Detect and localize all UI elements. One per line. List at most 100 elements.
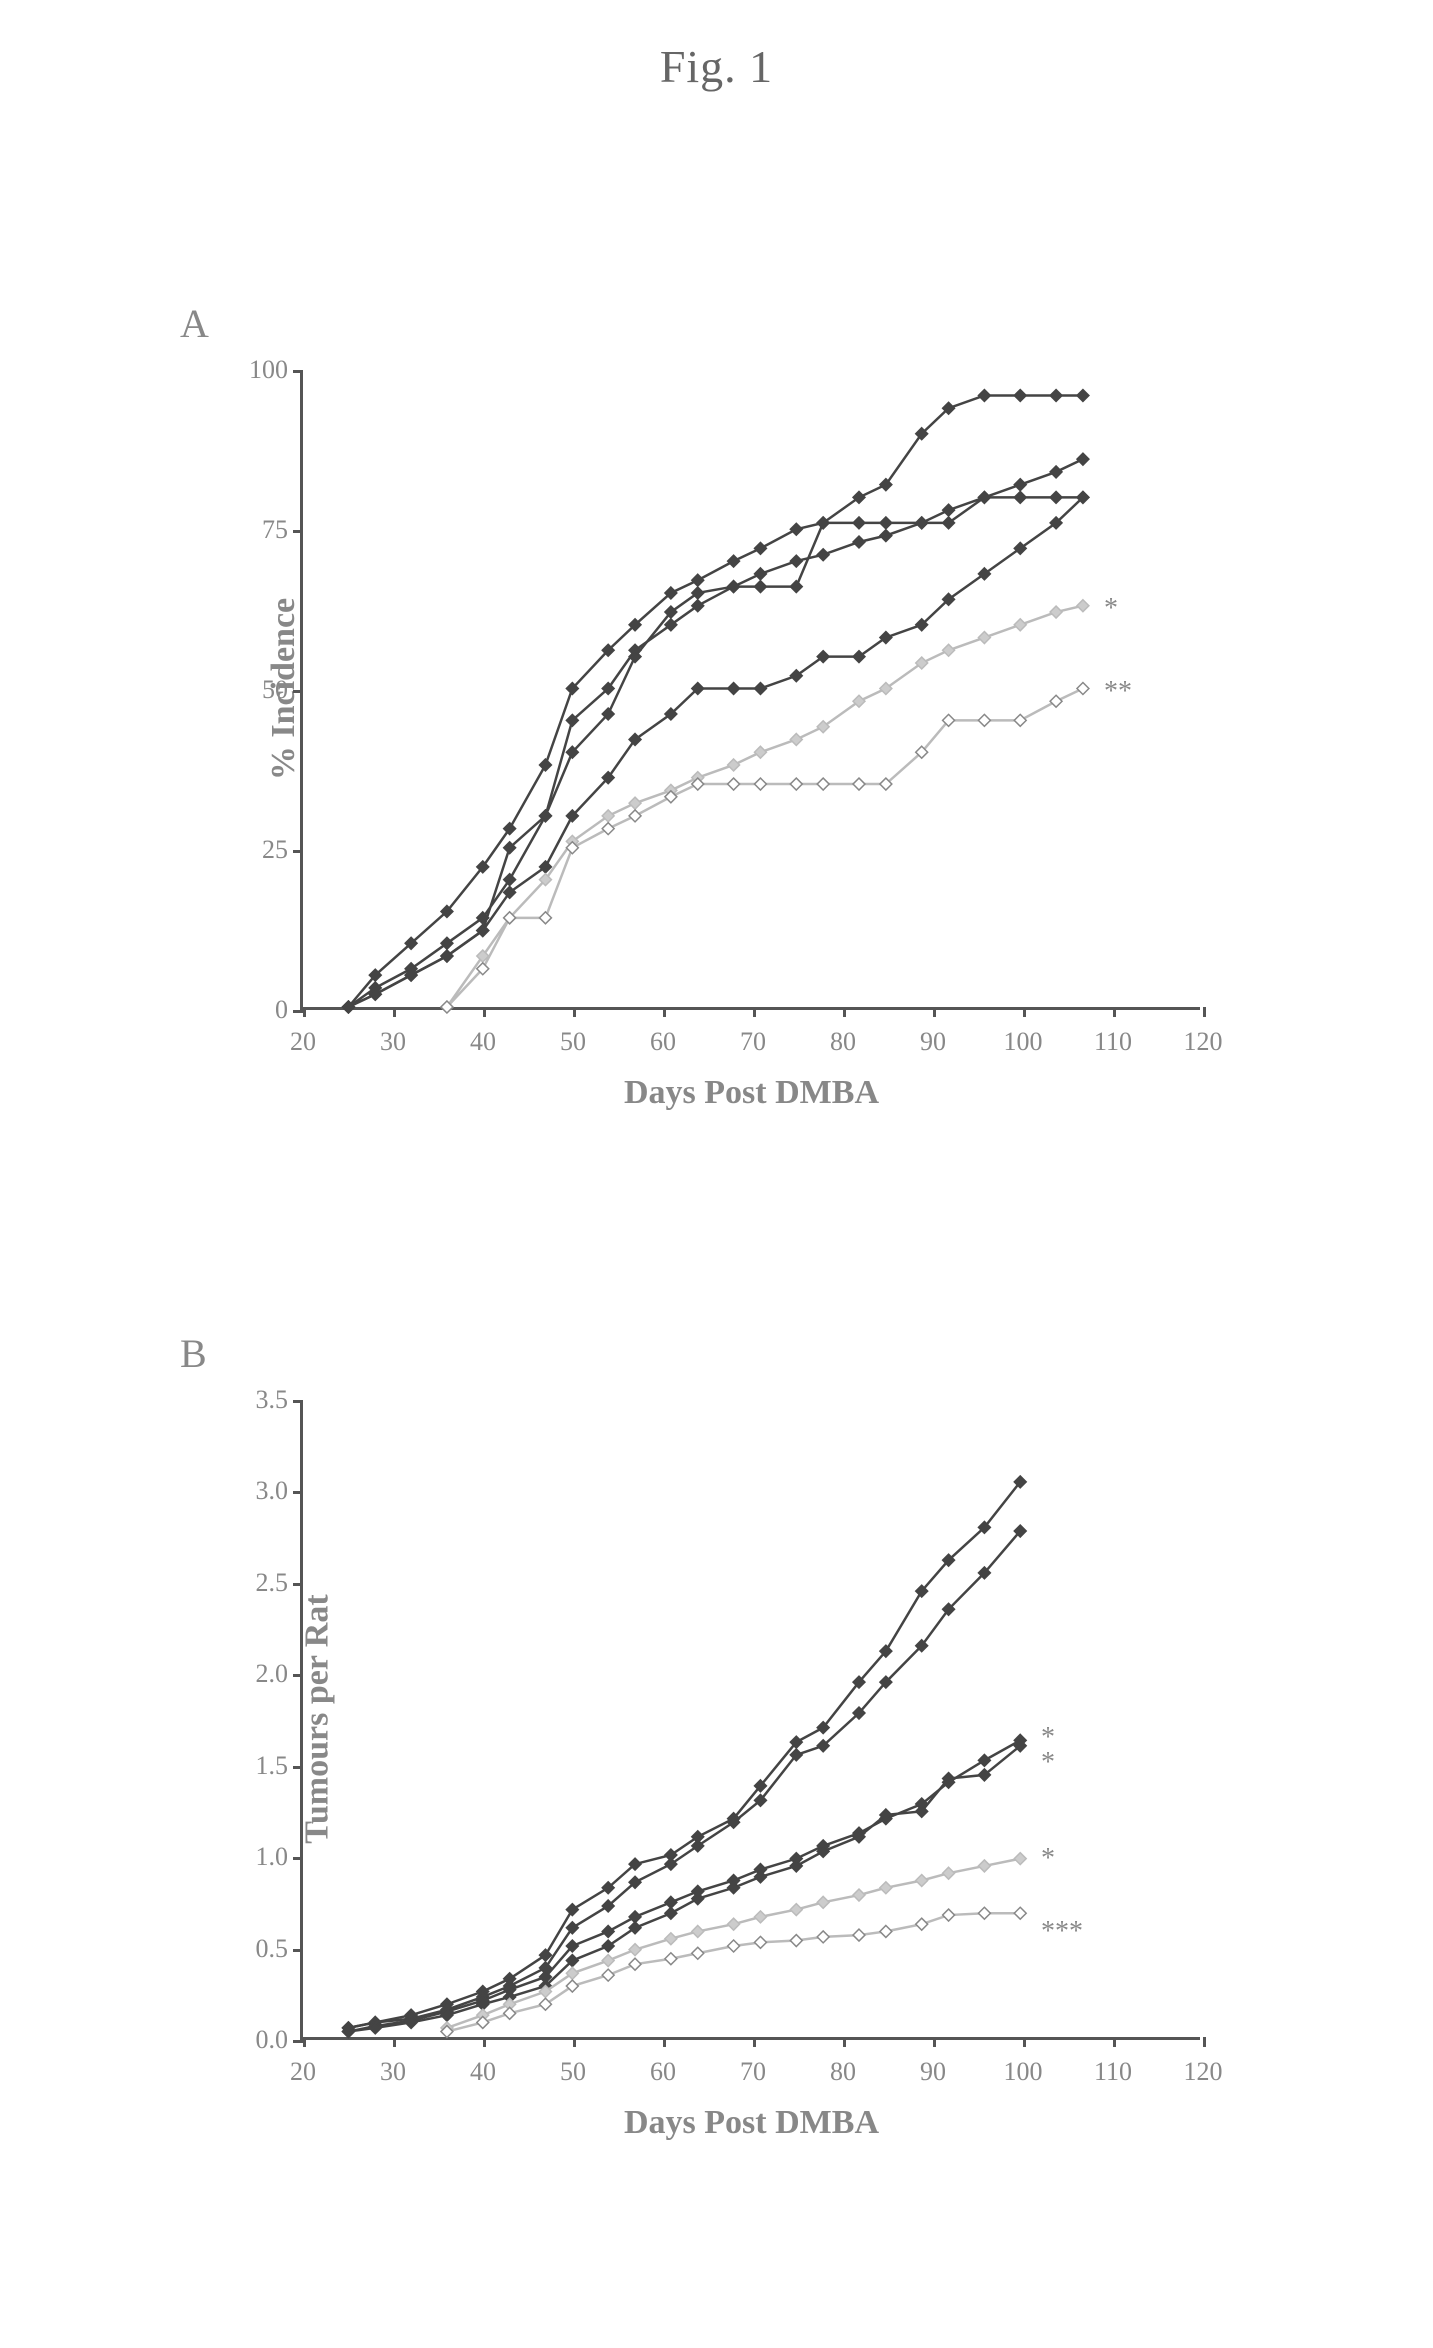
series-marker (790, 581, 802, 593)
series-line (348, 497, 1083, 1007)
y-tick (293, 1400, 303, 1403)
series-marker (1077, 600, 1089, 612)
series-marker (978, 714, 990, 726)
series-marker (602, 1955, 614, 1967)
y-tick (293, 2040, 303, 2043)
series-marker (943, 1867, 955, 1879)
series-line (348, 1531, 1020, 2028)
series-marker (880, 1925, 892, 1937)
series-marker (853, 1929, 865, 1941)
x-tick-label: 120 (1184, 1027, 1223, 1057)
series-marker (754, 1936, 766, 1948)
x-tick-label: 30 (380, 2057, 406, 2087)
series-marker (539, 912, 551, 924)
x-tick (1113, 1007, 1116, 1017)
series-marker (853, 517, 865, 529)
series-marker (1050, 491, 1062, 503)
series-marker (943, 504, 955, 516)
x-tick (843, 1007, 846, 1017)
x-tick-label: 20 (290, 2057, 316, 2087)
series-marker (1050, 390, 1062, 402)
series-marker (728, 759, 740, 771)
panel-a: A % Incidence Days Post DMBA 02550751002… (150, 350, 1270, 1170)
series-marker (817, 1931, 829, 1943)
x-tick-label: 110 (1094, 2057, 1132, 2087)
series-marker (1014, 479, 1026, 491)
x-tick (573, 2037, 576, 2047)
y-tick-label: 0.0 (233, 2025, 288, 2055)
series-marker (692, 1893, 704, 1905)
series-annotation: ** (1104, 676, 1132, 708)
series-marker (754, 1911, 766, 1923)
x-tick (303, 1007, 306, 1017)
series-marker (754, 1871, 766, 1883)
series-annotation: *** (1041, 1916, 1083, 1948)
x-tick-label: 110 (1094, 1027, 1132, 1057)
series-marker (1077, 453, 1089, 465)
series-marker (602, 823, 614, 835)
x-tick (753, 2037, 756, 2047)
series-marker (1014, 1853, 1026, 1865)
series-marker (817, 1896, 829, 1908)
series-marker (790, 1935, 802, 1947)
x-tick-label: 30 (380, 1027, 406, 1057)
y-tick-label: 3.5 (233, 1385, 288, 1415)
chart-a-svg (303, 370, 1200, 1007)
x-tick-label: 100 (1004, 1027, 1043, 1057)
series-marker (978, 1754, 990, 1766)
chart-a-area: % Incidence Days Post DMBA 0255075100203… (300, 370, 1200, 1010)
series-marker (1014, 619, 1026, 631)
series-marker (853, 536, 865, 548)
y-tick-label: 50 (233, 675, 288, 705)
series-line (348, 1746, 1020, 2032)
y-tick (293, 850, 303, 853)
x-tick (483, 2037, 486, 2047)
series-marker (1050, 695, 1062, 707)
x-tick-label: 90 (920, 1027, 946, 1057)
x-tick (573, 1007, 576, 1017)
series-marker (665, 1933, 677, 1945)
series-marker (629, 1958, 641, 1970)
series-line (447, 689, 1083, 1008)
series-marker (817, 778, 829, 790)
series-marker (754, 568, 766, 580)
chart-a-xlabel: Days Post DMBA (624, 1074, 879, 1112)
series-marker (790, 555, 802, 567)
y-tick-label: 2.0 (233, 1659, 288, 1689)
x-tick (663, 1007, 666, 1017)
series-marker (602, 1969, 614, 1981)
x-tick (1203, 2037, 1206, 2047)
x-tick-label: 120 (1184, 2057, 1223, 2087)
series-marker (978, 632, 990, 644)
series-marker (817, 549, 829, 561)
series-marker (943, 644, 955, 656)
series-line (348, 1740, 1020, 2031)
series-marker (728, 1918, 740, 1930)
panel-b: B Tumours per Rat Days Post DMBA 0.00.51… (150, 1380, 1270, 2200)
series-marker (790, 733, 802, 745)
series-marker (1077, 683, 1089, 695)
series-line (348, 497, 1083, 1007)
series-marker (1014, 390, 1026, 402)
series-marker (1050, 466, 1062, 478)
series-marker (880, 517, 892, 529)
x-tick (753, 1007, 756, 1017)
y-tick-label: 25 (233, 835, 288, 865)
series-marker (692, 1947, 704, 1959)
series-marker (978, 1907, 990, 1919)
x-tick-label: 50 (560, 2057, 586, 2087)
x-tick-label: 60 (650, 2057, 676, 2087)
series-marker (790, 523, 802, 535)
y-tick-label: 2.5 (233, 1568, 288, 1598)
y-tick-label: 100 (233, 355, 288, 385)
panel-a-label: A (180, 300, 209, 347)
x-tick (933, 2037, 936, 2047)
y-tick-label: 3.0 (233, 1476, 288, 1506)
series-marker (790, 778, 802, 790)
series-marker (665, 1953, 677, 1965)
series-marker (504, 2007, 516, 2019)
series-marker (728, 1882, 740, 1894)
series-line (348, 1482, 1020, 2028)
series-marker (880, 530, 892, 542)
series-marker (916, 1918, 928, 1930)
